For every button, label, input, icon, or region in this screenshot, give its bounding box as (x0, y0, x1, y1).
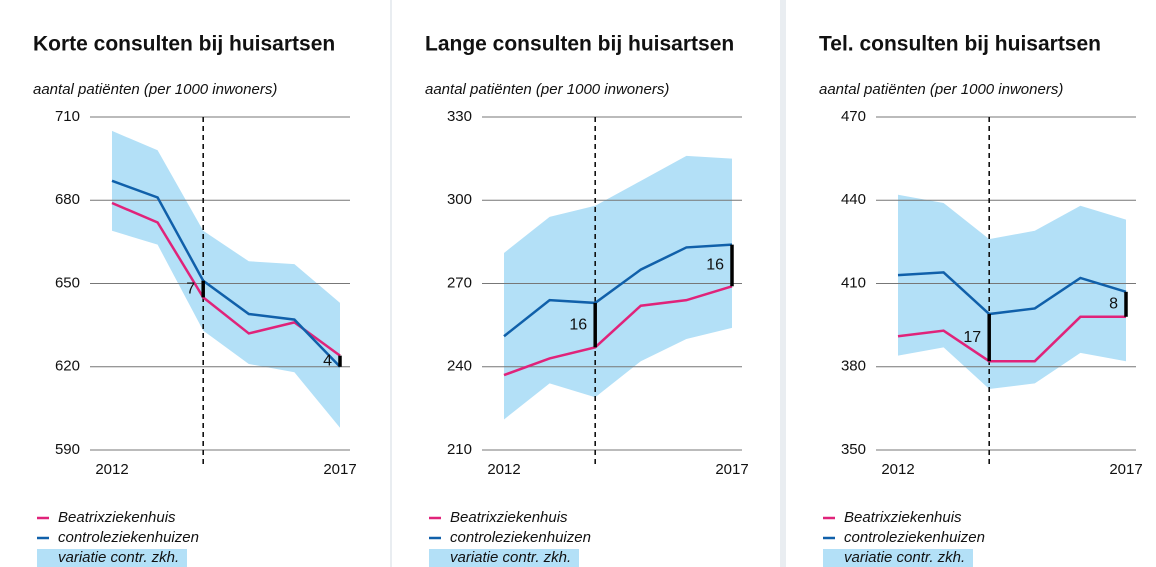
legend-label: Beatrixziekenhuis (58, 509, 176, 526)
legend-swatch (37, 549, 187, 567)
gap-label: 17 (963, 329, 981, 346)
x-tick-label: 2017 (715, 461, 748, 478)
legend-label: Beatrixziekenhuis (450, 509, 568, 526)
variation-band (112, 130, 340, 428)
legend-label: controleziekenhuizen (844, 529, 985, 546)
series-line (897, 271, 1127, 316)
y-axis-label: aantal patiënten (per 1000 inwoners) (425, 81, 669, 98)
series-line (503, 285, 733, 377)
series-line (897, 315, 1126, 363)
x-tick-label: 2012 (487, 461, 520, 478)
legend-label: variatie contr. zkh. (450, 549, 571, 566)
y-tick-label: 350 (841, 441, 866, 458)
y-tick-label: 590 (55, 441, 80, 458)
y-tick-label: 440 (841, 191, 866, 208)
legend-swatch (823, 549, 973, 567)
y-tick-label: 470 (841, 108, 866, 125)
y-tick-label: 710 (55, 108, 80, 125)
chart-title: Tel. consulten bij huisartsen (819, 33, 1101, 56)
legend-swatch (429, 549, 579, 567)
variation-band (898, 194, 1126, 389)
y-tick-label: 330 (447, 108, 472, 125)
legend-label: controleziekenhuizen (450, 529, 591, 546)
y-tick-label: 650 (55, 274, 80, 291)
legend-label: controleziekenhuizen (58, 529, 199, 546)
x-tick-label: 2017 (1109, 461, 1142, 478)
x-tick-label: 2017 (323, 461, 356, 478)
y-tick-label: 210 (447, 441, 472, 458)
y-tick-label: 270 (447, 274, 472, 291)
gap-label: 7 (186, 280, 195, 297)
chart-title: Korte consulten bij huisartsen (33, 33, 335, 56)
x-tick-label: 2012 (881, 461, 914, 478)
y-tick-label: 240 (447, 358, 472, 375)
series-line (503, 243, 733, 338)
x-tick-label: 2012 (95, 461, 128, 478)
y-tick-label: 680 (55, 191, 80, 208)
chart-title: Lange consulten bij huisartsen (425, 33, 734, 56)
legend-label: variatie contr. zkh. (844, 549, 965, 566)
gap-label: 4 (323, 352, 332, 369)
legend-label: variatie contr. zkh. (58, 549, 179, 566)
y-tick-label: 410 (841, 274, 866, 291)
y-tick-label: 380 (841, 358, 866, 375)
gap-label: 16 (569, 316, 587, 333)
gap-label: 16 (706, 257, 724, 274)
y-axis-label: aantal patiënten (per 1000 inwoners) (33, 81, 277, 98)
y-tick-label: 300 (447, 191, 472, 208)
legend-label: Beatrixziekenhuis (844, 509, 962, 526)
series-line (111, 179, 341, 368)
gap-label: 8 (1109, 296, 1118, 313)
y-tick-label: 620 (55, 358, 80, 375)
y-axis-label: aantal patiënten (per 1000 inwoners) (819, 81, 1063, 98)
